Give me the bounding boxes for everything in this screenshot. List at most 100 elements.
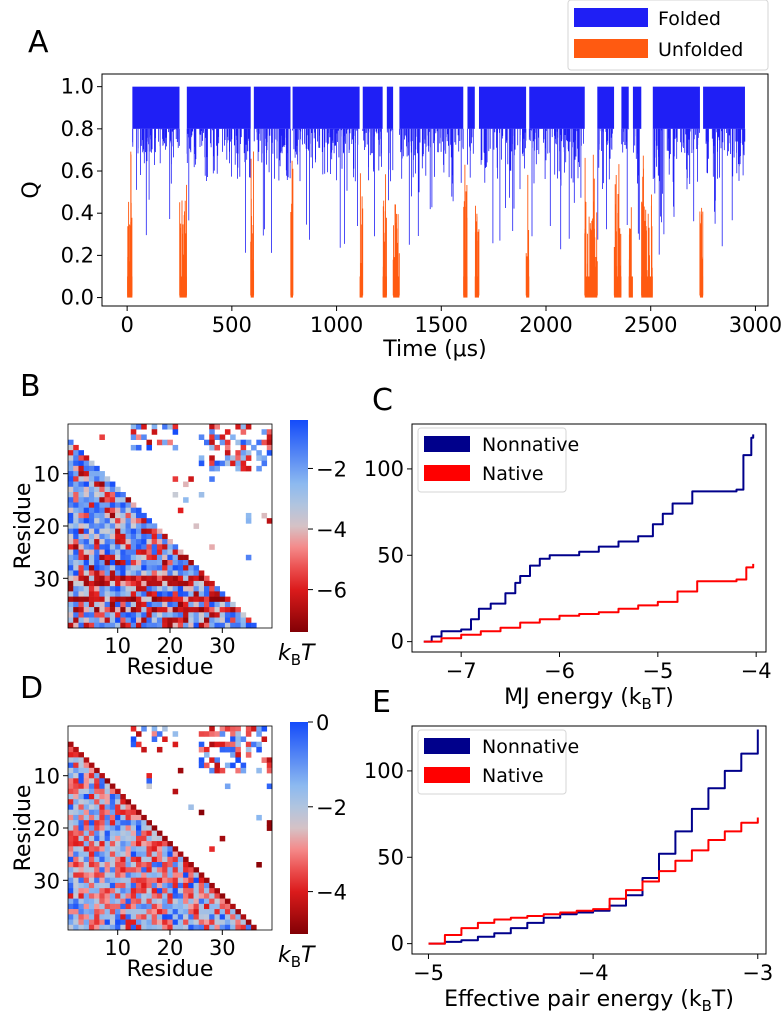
heatmap-cell [94,523,100,529]
heatmap-cell [235,752,241,758]
heatmap-cell [183,893,189,899]
heatmap-cell [88,830,95,837]
heatmap-cell [146,882,152,889]
heatmap-cell [209,465,215,472]
heatmap-cell [214,767,220,774]
heatmap-cell [94,622,100,629]
heatmap-cell [78,622,84,629]
heatmap-cell [136,586,142,592]
heatmap-cell [109,882,116,889]
panel-d-ylabel: Residue [11,785,36,872]
heatmap-cell [99,528,105,535]
heatmap-cell [125,903,132,910]
heatmap-cell [193,882,200,889]
heatmap-cell [167,565,173,571]
unfolded-fluctuation [699,207,704,296]
heatmap-cell [230,731,236,737]
panel-a-ytick-label: 0.6 [61,159,94,183]
heatmap-cell [68,560,74,566]
heatmap-cell [94,877,100,884]
panel-b-cells [68,424,273,629]
heatmap-cell [125,809,132,816]
unfolded-segment [359,173,364,298]
heatmap-cell [109,591,116,597]
heatmap-cell [88,560,95,566]
heatmap-cell [78,549,84,556]
heatmap-cell [146,612,152,618]
heatmap-cell [141,893,147,899]
heatmap-cell [109,565,116,571]
heatmap-cell [209,741,215,748]
heatmap-cell [177,898,184,905]
heatmap-cell [115,882,121,889]
heatmap-cell [78,757,84,763]
heatmap-cell [141,622,147,629]
panel-label-d: D [20,671,43,706]
heatmap-cell [146,851,152,858]
heatmap-cell [198,580,205,587]
heatmap-cell [156,544,163,550]
heatmap-cell [115,794,121,800]
heatmap-cell [68,788,74,795]
heatmap-cell [151,429,158,435]
heatmap-cell [245,512,252,519]
heatmap-cell [235,460,241,467]
panel-a-xtick-label: 1000 [310,313,363,337]
heatmap-cell [146,565,152,571]
heatmap-cell [172,888,179,894]
heatmap-cell [99,856,105,863]
heatmap-cell [167,586,173,592]
heatmap-cell [78,783,84,790]
heatmap-cell [266,820,273,826]
heatmap-cell [224,909,231,915]
heatmap-cell [141,554,147,561]
heatmap-cell [224,919,231,926]
heatmap-cell [136,518,142,524]
heatmap-cell [214,622,220,629]
heatmap-cell [94,596,100,603]
heatmap-cell [88,507,95,514]
line-chart-ytick-label: 0 [391,630,404,654]
heatmap-cell [193,914,200,920]
heatmap-cell [162,924,168,931]
heatmap-cell [214,919,220,926]
heatmap-cell [68,601,74,608]
heatmap-cell [88,591,95,597]
heatmap-cell [136,507,142,514]
heatmap-cell [245,455,252,461]
heatmap-cell [115,877,121,884]
panel-b-ylabel: Residue [11,483,36,570]
heatmap-cell [104,492,111,498]
heatmap-cell [83,872,90,878]
heatmap-cell [88,872,95,878]
heatmap-cell [99,783,105,790]
heatmap-cell [172,914,179,920]
legend-c-native-swatch [424,465,470,481]
folded-band [478,86,527,129]
heatmap-cell [130,518,137,524]
heatmap-cell [198,919,205,926]
heatmap-cell [141,867,147,873]
heatmap-cell [83,783,90,790]
heatmap-cell [198,877,205,884]
heatmap-cell [68,882,74,889]
heatmap-cell [162,612,168,618]
heatmap-cell [198,882,205,889]
heatmap-cell [120,591,126,597]
heatmap-cell [224,762,231,769]
panel-c-xlabel-sub: B [642,695,652,713]
heatmap-cell [78,924,84,931]
heatmap-cell [78,856,84,863]
heatmap-cell [245,424,252,430]
heatmap-cell [120,903,126,910]
heatmap-cell [177,596,184,603]
heatmap-cell [141,586,147,592]
heatmap-cell [188,924,194,931]
heatmap-cell [146,846,152,852]
heatmap-cell [94,830,100,837]
heatmap-cell [94,539,100,545]
heatmap-cell [78,596,84,603]
heatmap-cell [120,877,126,884]
heatmap-cell [198,492,205,498]
heatmap-cell [261,460,268,467]
